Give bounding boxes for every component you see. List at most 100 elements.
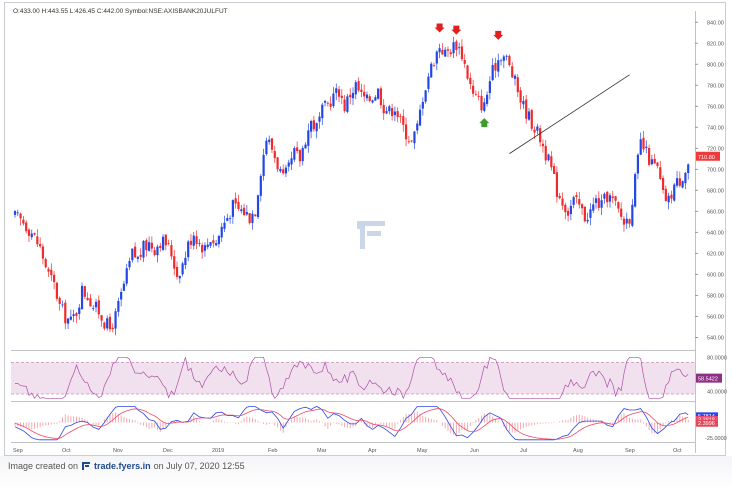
candle-body <box>594 198 598 203</box>
candle-body <box>460 46 464 60</box>
candle-body <box>597 198 600 208</box>
time-tick-label: 2019 <box>212 448 224 454</box>
candle-body <box>611 196 614 198</box>
candle-body <box>156 246 159 256</box>
macd-value-badge <box>696 419 718 427</box>
candle-body <box>89 298 92 307</box>
candle-body <box>513 75 517 79</box>
candle-body <box>622 218 626 225</box>
candle-body <box>175 266 179 277</box>
candle-body <box>108 316 112 330</box>
candle-body <box>466 65 469 79</box>
candle-body <box>209 242 212 246</box>
candles <box>13 36 690 336</box>
candle-body <box>444 49 447 57</box>
rsi-value-label: 58.5422 <box>698 377 718 383</box>
candle-body <box>541 143 545 147</box>
candle-body <box>455 41 458 50</box>
candle-body <box>228 218 232 220</box>
candle-body <box>580 204 584 209</box>
candle-body <box>106 318 109 329</box>
candle-body <box>215 243 218 246</box>
candle-body <box>354 82 357 95</box>
candle-body <box>55 282 59 299</box>
time-tick-label: Oct <box>62 448 71 454</box>
candle-body <box>617 202 620 209</box>
candle-body <box>234 198 237 204</box>
candle-body <box>664 188 667 201</box>
price-tick-label: 640.00 <box>707 230 724 236</box>
candle-body <box>519 90 522 103</box>
candle-body <box>494 63 497 71</box>
candle-body <box>661 178 665 190</box>
price-tick-label: 700.00 <box>707 167 724 173</box>
candle-body <box>410 140 413 142</box>
footer-suffix: on July 07, 2020 12:55 <box>153 461 245 471</box>
candle-body <box>41 246 45 259</box>
candle-body <box>307 130 310 146</box>
last-price-badge <box>696 151 720 161</box>
candle-body <box>497 60 500 72</box>
candle-body <box>438 48 441 53</box>
candle-body <box>178 276 181 279</box>
candle-body <box>30 233 33 238</box>
candle-body <box>536 126 539 131</box>
candle-body <box>97 300 100 315</box>
candle-body <box>533 129 536 133</box>
candle-body <box>61 304 64 306</box>
time-tick-label: Jul <box>520 448 527 454</box>
arrow-down-icon <box>434 23 445 33</box>
price-tick-label: 600.00 <box>707 272 724 278</box>
candle-body <box>371 100 374 103</box>
candle-body <box>525 99 528 119</box>
candle-body <box>346 96 349 112</box>
candle-body <box>365 94 369 99</box>
watermark-glyph <box>357 221 385 249</box>
candle-body <box>262 154 265 177</box>
candle-body <box>477 95 480 97</box>
price-tick-label: 820.00 <box>707 41 724 47</box>
candle-body <box>645 146 648 149</box>
candle-body <box>337 89 341 97</box>
chart-canvas[interactable]: 540.00 560.00 580.00 600.00 620.00 640.00 660.… <box>5 3 727 457</box>
footer: Image created on trade.fyers.in on July … <box>8 459 245 473</box>
candle-body <box>248 213 251 223</box>
candle-body <box>388 106 391 112</box>
candle-body <box>312 120 315 130</box>
candle-body <box>131 248 134 261</box>
candle-body <box>326 102 329 104</box>
candle-body <box>516 77 519 93</box>
candle-body <box>245 212 248 215</box>
time-tick-label: Mar <box>317 448 327 454</box>
candle-body <box>399 116 402 118</box>
last-price-label: 710.80 <box>698 155 715 161</box>
candle-body <box>527 111 531 120</box>
footer-brand-link[interactable]: trade.fyers.in <box>94 461 151 471</box>
candle-body <box>553 165 556 174</box>
arrow-up-icon <box>479 118 490 128</box>
candle-body <box>606 191 609 203</box>
candle-body <box>363 91 366 97</box>
candle-body <box>539 128 542 143</box>
candle-body <box>254 214 257 217</box>
time-tick-label: Sep <box>625 448 635 454</box>
candle-body <box>220 226 223 238</box>
candle-body <box>469 77 472 84</box>
arrow-down-icon <box>451 25 462 35</box>
trendline[interactable] <box>509 74 630 154</box>
chart-frame[interactable]: 540.00 560.00 580.00 600.00 620.00 640.00 660.… <box>4 2 727 457</box>
candle-body <box>323 101 327 103</box>
candle-body <box>505 55 508 57</box>
candle-body <box>120 291 123 300</box>
candle-body <box>681 181 684 188</box>
candle-body <box>315 123 318 132</box>
candle-body <box>673 184 676 201</box>
candle-body <box>675 178 679 186</box>
candle-body <box>78 307 81 314</box>
candle-body <box>206 244 209 248</box>
candle-body <box>430 63 433 78</box>
candle-body <box>276 157 279 170</box>
candle-body <box>407 141 410 143</box>
candle-body <box>189 240 193 245</box>
candle-body <box>511 66 514 78</box>
